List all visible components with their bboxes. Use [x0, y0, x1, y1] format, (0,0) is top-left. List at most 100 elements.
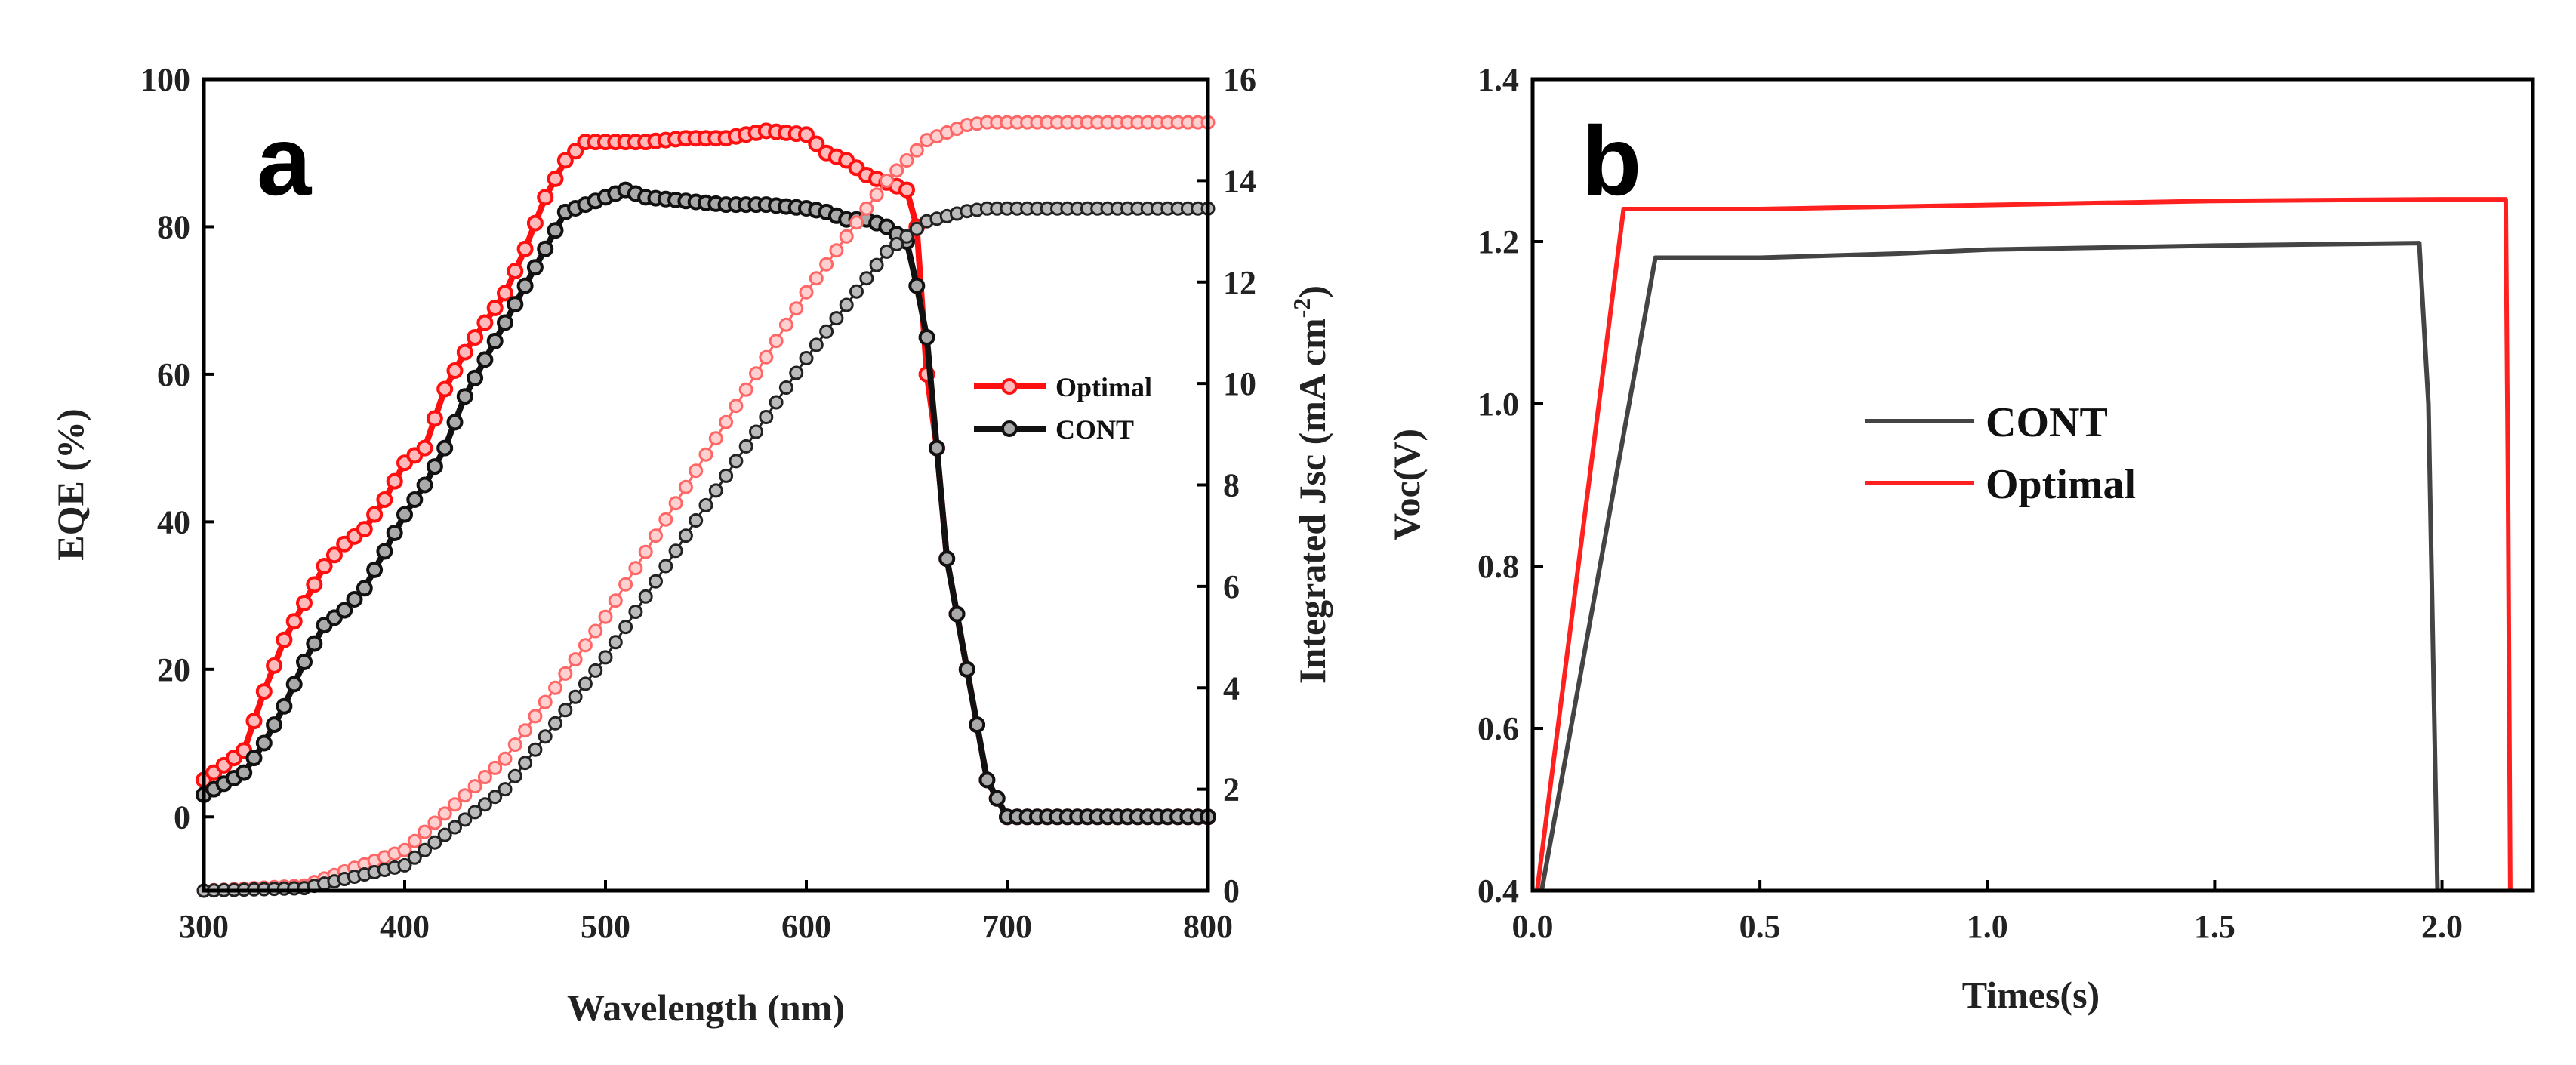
data-point-cont-jsc [869, 257, 884, 272]
data-point-cont-jsc [809, 337, 824, 352]
panel-b-x-axis-title: Times(s) [1962, 974, 2100, 1016]
data-point-cont-jsc [649, 574, 663, 589]
data-point-optimal-jsc [749, 366, 763, 381]
panel-b-y-tick-label: 0.8 [1478, 548, 1519, 585]
data-point-optimal-jsc [628, 561, 643, 576]
data-point-cont-jsc [879, 244, 894, 259]
panel-a-label: a [257, 106, 313, 216]
data-point-cont-jsc [889, 236, 904, 251]
data-point-optimal [255, 683, 273, 700]
panel-b-y-tick-label: 1.2 [1478, 223, 1519, 260]
data-point-cont-jsc [678, 528, 693, 543]
data-point-cont-jsc [568, 689, 583, 704]
data-point-optimal-jsc [729, 399, 744, 414]
data-point-cont-jsc [448, 820, 462, 835]
data-point-cont [366, 561, 384, 578]
data-point-optimal-jsc [899, 153, 914, 168]
data-point-cont [476, 351, 494, 368]
data-point-optimal-jsc [397, 842, 412, 857]
data-point-cont [516, 277, 534, 294]
series-line-cont-jsc [203, 207, 1208, 892]
panel-a-right-tick-label: 12 [1223, 264, 1256, 301]
data-point-optimal [526, 214, 544, 232]
legend-label-cont-b: CONT [1986, 399, 2108, 446]
data-point-optimal-jsc [418, 824, 433, 839]
data-point-optimal [507, 263, 524, 280]
data-point-cont-jsc [548, 716, 562, 731]
data-point-cont-jsc [769, 395, 784, 410]
data-point-cont-jsc [849, 284, 864, 299]
data-point-optimal [276, 631, 293, 648]
panel-b-y-axis-title: Voc(V) [1385, 429, 1428, 540]
data-point-optimal [325, 546, 343, 564]
data-point-optimal-jsc [638, 544, 653, 559]
series-line-b-cont [1539, 241, 2440, 891]
data-point-cont [948, 605, 966, 623]
data-point-optimal [356, 521, 373, 538]
data-point-optimal [285, 613, 303, 630]
data-point-optimal [808, 135, 825, 152]
data-point-cont-jsc [528, 742, 543, 757]
panel-a-y-tick-label: 80 [157, 208, 190, 245]
data-point-optimal-jsc [809, 271, 824, 286]
data-point-optimal [376, 491, 393, 508]
data-point-cont [285, 676, 303, 693]
data-point-optimal-jsc [448, 797, 462, 812]
data-point-cont-jsc [778, 380, 793, 395]
panel-b-label: b [1582, 106, 1641, 216]
data-point-optimal-jsc [778, 317, 793, 332]
data-point-optimal [436, 380, 454, 398]
data-point-cont-jsc [829, 311, 844, 326]
data-point-optimal-jsc [819, 257, 834, 272]
data-point-cont-jsc [477, 797, 492, 812]
panel-a-right-tick-label: 14 [1223, 162, 1256, 199]
data-point-cont-jsc [708, 483, 723, 498]
data-point-optimal [306, 576, 323, 593]
panel-a-y-tick-label: 20 [157, 651, 190, 688]
data-point-optimal [798, 126, 815, 143]
data-point-optimal-jsc [889, 163, 904, 178]
data-point-optimal [497, 285, 513, 302]
data-point-cont-jsc [578, 676, 593, 691]
data-point-cont [245, 750, 263, 767]
data-point-optimal [416, 439, 433, 457]
data-point-cont [296, 654, 313, 670]
data-point-optimal-jsc [528, 709, 543, 724]
legend-marker-cont [1001, 420, 1018, 437]
data-point-optimal [245, 713, 263, 730]
data-point-cont [426, 458, 443, 476]
panel-b-voc-chart: 0.0 0.5 1.0 1.5 2.0 0.4 0.6 0.8 1.0 1.2 1.4 b Tim… [1385, 61, 2535, 1016]
data-point-cont-jsc [799, 351, 814, 365]
data-point-cont-jsc [427, 835, 442, 850]
data-point-cont-jsc [789, 365, 804, 380]
panel-a-right-tick-label: 0 [1223, 873, 1240, 910]
data-point-cont [356, 580, 373, 597]
data-point-cont [958, 660, 975, 678]
data-point-optimal-jsc [859, 201, 874, 216]
series-line-b-optimal [1535, 197, 2513, 891]
data-point-optimal-jsc [649, 528, 663, 543]
data-point-optimal-jsc [849, 215, 864, 230]
data-point-optimal [516, 240, 534, 257]
data-point-optimal-jsc [738, 382, 753, 397]
data-point-cont-jsc [909, 221, 924, 236]
data-point-cont [928, 439, 945, 457]
data-point-cont-jsc [507, 768, 522, 783]
data-point-cont [978, 771, 996, 789]
data-point-optimal-jsc [568, 652, 583, 667]
panel-b-x-tick-label: 0.0 [1512, 908, 1554, 945]
data-point-optimal-jsc [879, 173, 894, 188]
data-point-cont-jsc [498, 782, 513, 797]
data-point-optimal [476, 314, 494, 331]
data-point-cont [416, 476, 433, 494]
data-point-optimal-jsc [538, 694, 553, 709]
panel-a-right-tick-label: 16 [1223, 61, 1256, 98]
data-point-cont-jsc [397, 857, 412, 873]
data-point-optimal [316, 558, 333, 574]
data-point-cont-jsc [749, 424, 763, 439]
series-line-optimal [202, 128, 1208, 820]
panel-a-x-tick-label: 500 [581, 908, 630, 945]
data-point-cont [537, 240, 554, 257]
data-point-cont [406, 491, 424, 508]
data-point-optimal-jsc [558, 666, 573, 681]
